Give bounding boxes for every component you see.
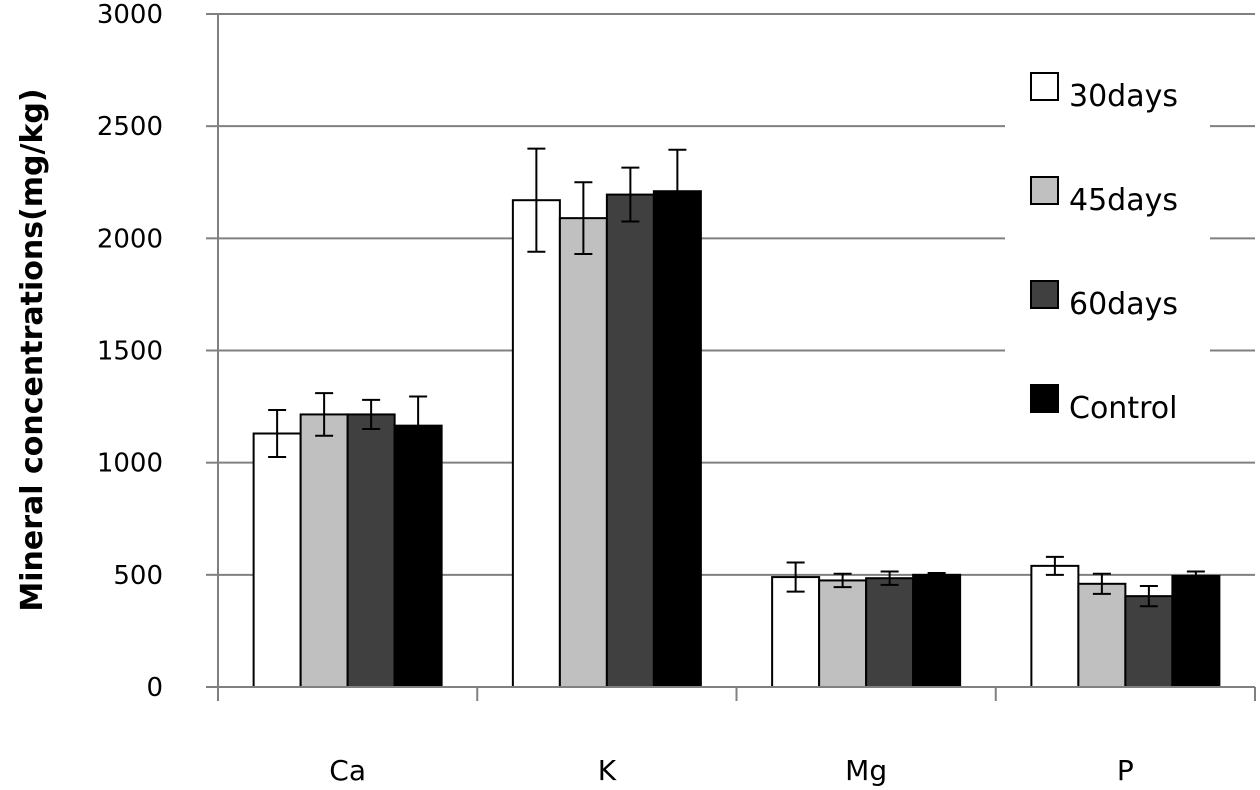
bar [605, 193, 655, 688]
x-category-label: Ca [329, 754, 366, 787]
bar [912, 573, 962, 688]
x-category-label: Mg [845, 754, 887, 787]
bar [393, 424, 443, 688]
bar [252, 432, 302, 688]
error-bars [268, 147, 1205, 608]
legend-background [1005, 65, 1210, 435]
x-category-labels: Ca K Mg P [329, 754, 1134, 787]
bar [865, 577, 915, 688]
y-tick-label: 500 [113, 561, 163, 591]
bar [1124, 595, 1174, 689]
legend-label: 60days [1069, 287, 1178, 322]
bar [346, 413, 396, 688]
legend-swatch [1030, 384, 1059, 413]
y-tick-labels: 0 500 1000 1500 2000 2500 3000 [97, 0, 163, 703]
bar [771, 576, 821, 688]
legend-swatch [1030, 280, 1059, 309]
legend-label: Control [1069, 391, 1177, 426]
legend-label: 45days [1069, 183, 1178, 218]
legend-swatch [1030, 176, 1059, 205]
y-tick-label: 2500 [97, 112, 163, 142]
bar [818, 579, 868, 688]
bar [1171, 574, 1221, 689]
y-tick-label: 2000 [97, 224, 163, 254]
legend-swatch [1030, 72, 1059, 101]
x-category-label: K [598, 754, 617, 787]
y-axis-title: Mineral concentrations(mg/kg) [15, 88, 50, 611]
y-tick-label: 1000 [97, 449, 163, 479]
y-tick-label: 1500 [97, 337, 163, 367]
y-tick-label: 0 [146, 673, 163, 703]
axes [206, 13, 1256, 701]
bar [1077, 582, 1127, 688]
bar [652, 190, 702, 688]
legend: 30days 45days 60days Control [1005, 65, 1210, 435]
bar [558, 217, 608, 688]
bar [1030, 564, 1080, 688]
legend-label: 30days [1069, 79, 1178, 114]
bar [299, 413, 349, 688]
y-tick-label: 3000 [97, 0, 163, 30]
bar [511, 199, 561, 689]
x-category-label: P [1117, 754, 1134, 787]
